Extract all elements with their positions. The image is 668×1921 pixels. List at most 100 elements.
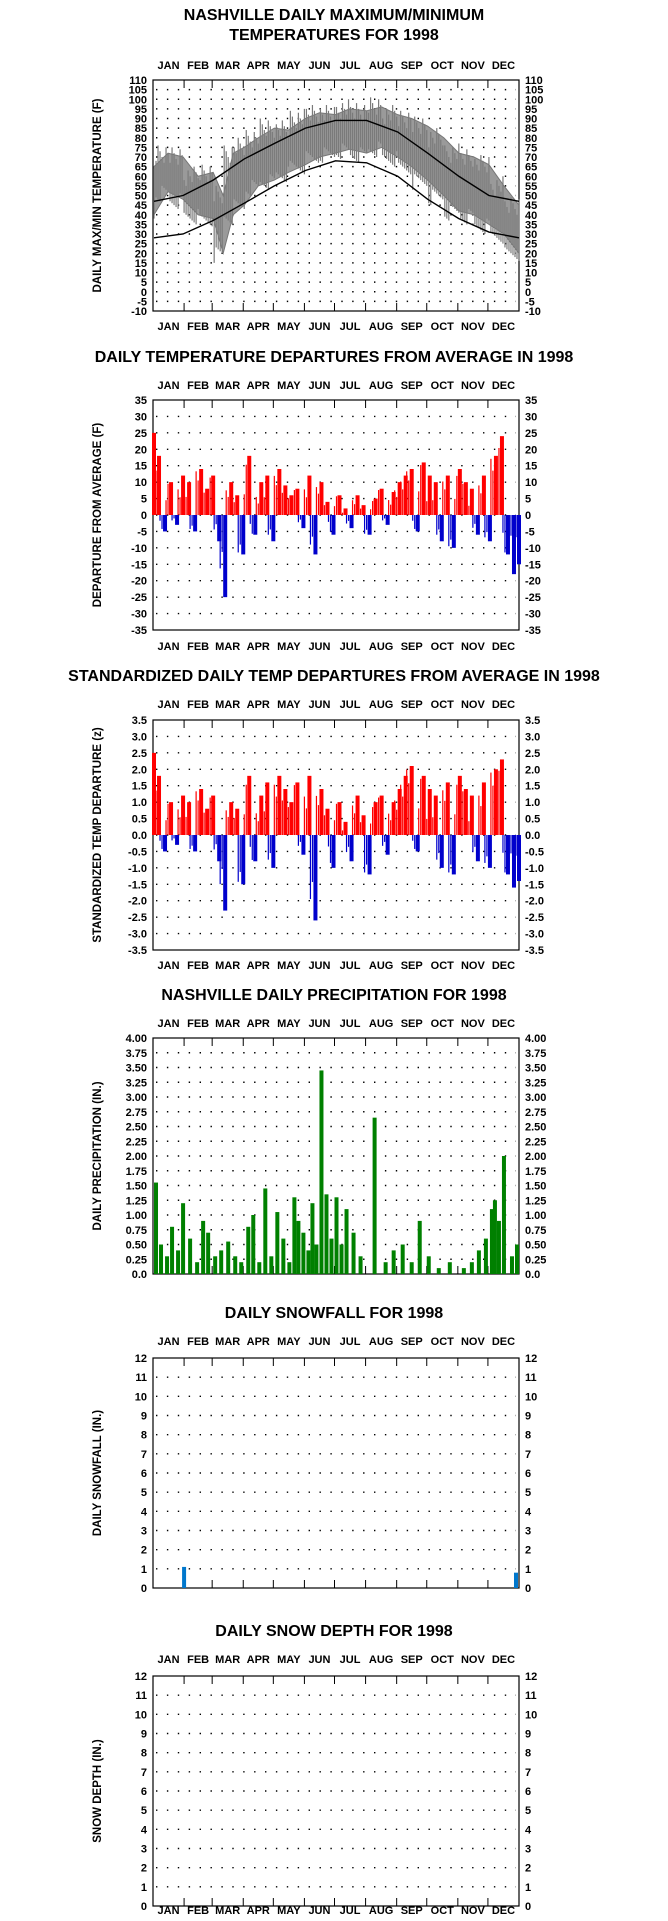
month-label: MAR bbox=[215, 1336, 240, 1348]
month-label: JUN bbox=[308, 1018, 330, 1030]
y-tick-label: 55 bbox=[525, 181, 537, 193]
y-tick-label: 80 bbox=[525, 133, 537, 145]
y-tick-label: 5 bbox=[141, 494, 147, 506]
month-label: MAY bbox=[277, 321, 301, 333]
bar bbox=[307, 475, 312, 515]
bar bbox=[403, 475, 408, 515]
month-label: DEC bbox=[492, 1336, 515, 1348]
bar bbox=[349, 515, 354, 529]
y-tick-label: 11 bbox=[135, 1690, 147, 1702]
y-tick-label: 3.75 bbox=[126, 1048, 147, 1060]
bar bbox=[355, 495, 360, 515]
bar bbox=[199, 469, 204, 515]
bar bbox=[383, 1262, 388, 1274]
y-tick-label: 2.25 bbox=[126, 1136, 147, 1148]
y-tick-label: 15 bbox=[525, 461, 537, 473]
y-tick-label: 11 bbox=[135, 1372, 147, 1384]
y-tick-label: 2.00 bbox=[525, 1151, 546, 1163]
bar bbox=[283, 485, 288, 515]
month-label: JUN bbox=[308, 699, 330, 711]
y-tick-label: 4.00 bbox=[525, 1033, 546, 1045]
month-label: APR bbox=[247, 60, 270, 72]
y-tick-label: 10 bbox=[525, 1391, 537, 1403]
bar bbox=[343, 508, 348, 515]
bar bbox=[439, 515, 444, 542]
std-chart: STANDARDIZED DAILY TEMP DEPARTURES FROM … bbox=[68, 668, 600, 972]
y-tick-label: 30 bbox=[135, 229, 147, 241]
bar bbox=[301, 835, 306, 855]
bar bbox=[475, 835, 480, 862]
bar bbox=[233, 1256, 238, 1274]
month-label: JAN bbox=[158, 60, 180, 72]
y-tick-label: -0.5 bbox=[525, 846, 544, 858]
bar bbox=[159, 1244, 164, 1274]
month-label: NOV bbox=[461, 1336, 486, 1348]
bar bbox=[505, 835, 510, 875]
bar bbox=[157, 455, 162, 515]
bar bbox=[337, 495, 342, 515]
month-label: DEC bbox=[492, 1018, 515, 1030]
month-label: NOV bbox=[461, 60, 486, 72]
month-label: OCT bbox=[431, 1654, 455, 1666]
y-tick-label: 12 bbox=[135, 1671, 147, 1683]
y-tick-label: 4 bbox=[141, 1824, 148, 1836]
y-tick-label: 0.75 bbox=[525, 1225, 546, 1237]
bar bbox=[457, 775, 462, 835]
bar bbox=[241, 835, 246, 885]
bar bbox=[403, 775, 408, 835]
y-tick-label: 1.0 bbox=[525, 797, 540, 809]
bar bbox=[217, 515, 222, 542]
bar bbox=[433, 482, 438, 515]
bar bbox=[475, 515, 480, 535]
y-tick-label: 0 bbox=[141, 1583, 147, 1595]
bar bbox=[169, 802, 174, 835]
month-label: OCT bbox=[431, 1336, 455, 1348]
y-tick-label: 3.0 bbox=[525, 731, 540, 743]
bar bbox=[259, 482, 264, 515]
month-label: NOV bbox=[461, 380, 486, 392]
bar bbox=[283, 789, 288, 835]
y-tick-label: 12 bbox=[135, 1353, 147, 1365]
y-tick-label: 3.5 bbox=[132, 715, 147, 727]
bar bbox=[344, 1209, 349, 1274]
bar bbox=[301, 515, 306, 529]
y-tick-label: -1.5 bbox=[128, 879, 147, 891]
bar bbox=[481, 475, 486, 515]
y-tick-label: 0.0 bbox=[525, 1269, 540, 1281]
month-label: MAR bbox=[215, 380, 240, 392]
month-label: NOV bbox=[461, 1018, 486, 1030]
y-tick-label: -20 bbox=[131, 576, 147, 588]
y-tick-label: -10 bbox=[131, 543, 147, 555]
bar bbox=[513, 1572, 518, 1588]
y-tick-label: 0.50 bbox=[525, 1240, 546, 1252]
bar bbox=[339, 1244, 344, 1274]
y-tick-label: 2.75 bbox=[126, 1107, 147, 1119]
month-label: DEC bbox=[492, 321, 515, 333]
y-tick-label: 3 bbox=[525, 1526, 531, 1538]
bar bbox=[251, 1215, 256, 1274]
y-tick-label: 7 bbox=[141, 1449, 147, 1461]
y-tick-label: 1.75 bbox=[525, 1166, 546, 1178]
bar bbox=[391, 1250, 396, 1274]
bar bbox=[373, 802, 378, 835]
temp-plot-frame bbox=[152, 79, 520, 312]
y-tick-label: 2 bbox=[525, 1545, 531, 1557]
bar bbox=[372, 1117, 377, 1274]
y-tick-label: 9 bbox=[141, 1411, 147, 1423]
bar bbox=[295, 488, 300, 515]
y-tick-label: 50 bbox=[135, 191, 147, 203]
y-tick-label: 3.50 bbox=[525, 1063, 546, 1075]
month-label: OCT bbox=[431, 960, 455, 972]
bar bbox=[277, 775, 282, 835]
y-tick-label: 100 bbox=[129, 94, 147, 106]
month-label: MAY bbox=[277, 641, 301, 653]
bar bbox=[400, 1244, 405, 1274]
month-label: DEC bbox=[492, 960, 515, 972]
month-label: NOV bbox=[461, 321, 486, 333]
bar bbox=[436, 1268, 441, 1274]
y-tick-label: -1.0 bbox=[525, 863, 544, 875]
bar bbox=[469, 1262, 474, 1274]
month-label: JUN bbox=[308, 960, 330, 972]
y-tick-label: -2.0 bbox=[128, 896, 147, 908]
